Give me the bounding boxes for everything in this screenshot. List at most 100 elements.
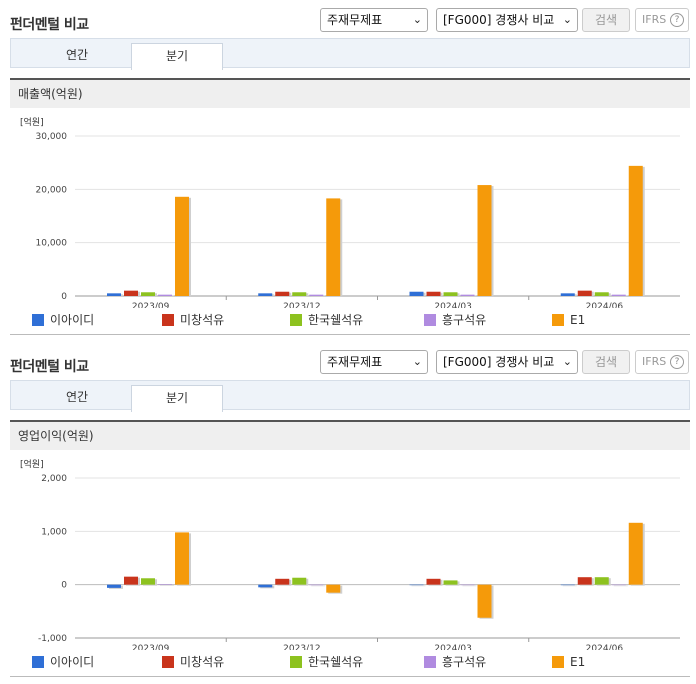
legend-item[interactable]: 미창석유 bbox=[162, 312, 224, 328]
legend-label: 이아이디 bbox=[50, 655, 95, 669]
bar bbox=[426, 291, 441, 296]
search-button[interactable]: 검색 bbox=[582, 350, 630, 374]
peer-group-select[interactable]: [FG000] 경쟁사 비교 ⌄ bbox=[436, 350, 578, 374]
legend-swatch bbox=[290, 656, 302, 668]
section-label: 영업이익(억원) bbox=[10, 420, 690, 450]
peer-group-value: [FG000] 경쟁사 비교 bbox=[443, 13, 555, 27]
legend-item[interactable]: 흥구석유 bbox=[424, 312, 486, 328]
legend-label: 한국쉘석유 bbox=[308, 655, 364, 669]
bar bbox=[141, 578, 155, 585]
x-tick-label: 2024/03 bbox=[434, 302, 471, 308]
peer-group-select[interactable]: [FG000] 경쟁사 비교 ⌄ bbox=[436, 8, 578, 32]
y-unit-label: [억원] bbox=[20, 458, 44, 470]
tab-quarterly[interactable]: 분기 bbox=[131, 385, 223, 412]
legend-swatch bbox=[552, 314, 564, 326]
bar-shadow bbox=[311, 295, 326, 297]
panel-title: 펀더멘털 비교 bbox=[10, 359, 89, 375]
bar bbox=[477, 584, 492, 618]
statement-type-value: 주재무제표 bbox=[327, 13, 383, 27]
tab-quarterly[interactable]: 분기 bbox=[131, 43, 223, 70]
legend-label: E1 bbox=[570, 313, 586, 327]
bar bbox=[460, 584, 475, 586]
bar bbox=[409, 291, 424, 296]
bar-shadow bbox=[613, 295, 628, 297]
bar bbox=[158, 584, 172, 585]
bar bbox=[158, 294, 172, 296]
x-tick-label: 2023/12 bbox=[283, 302, 320, 308]
legend-swatch bbox=[424, 314, 436, 326]
bar bbox=[477, 185, 492, 296]
bar bbox=[443, 292, 458, 296]
search-button[interactable]: 검색 bbox=[582, 8, 630, 32]
legend-label: 이아이디 bbox=[50, 313, 95, 327]
bar bbox=[258, 293, 273, 296]
bar-shadow bbox=[311, 585, 326, 587]
tab-annual[interactable]: 연간 bbox=[65, 48, 89, 62]
bar bbox=[309, 584, 324, 586]
bar bbox=[560, 293, 575, 296]
bar bbox=[577, 577, 592, 585]
legend-swatch bbox=[32, 656, 44, 668]
section-label: 매출액(억원) bbox=[10, 78, 690, 108]
legend-item[interactable]: 한국쉘석유 bbox=[290, 654, 363, 670]
legend-label: 한국쉘석유 bbox=[308, 313, 364, 327]
bar bbox=[594, 292, 609, 296]
bar bbox=[292, 292, 307, 296]
legend-swatch bbox=[552, 656, 564, 668]
bar bbox=[275, 578, 290, 585]
legend-label: 미창석유 bbox=[180, 313, 225, 327]
bar bbox=[124, 290, 138, 296]
bar bbox=[628, 522, 643, 585]
bar bbox=[594, 577, 609, 585]
legend-item[interactable]: 흥구석유 bbox=[424, 654, 486, 670]
statement-type-select[interactable]: 주재무제표 ⌄ bbox=[320, 8, 428, 32]
bar-shadow bbox=[613, 585, 628, 587]
x-tick-label: 2023/12 bbox=[283, 644, 320, 650]
statement-type-value: 주재무제표 bbox=[327, 355, 383, 369]
chevron-down-icon: ⌄ bbox=[562, 13, 572, 26]
bar bbox=[309, 294, 324, 296]
legend-swatch bbox=[290, 314, 302, 326]
y-tick-label: 0 bbox=[61, 292, 67, 302]
bar bbox=[258, 584, 273, 588]
bar bbox=[275, 291, 290, 296]
bar-shadow bbox=[160, 585, 174, 586]
y-tick-label: 10,000 bbox=[36, 239, 68, 249]
y-unit-label: [억원] bbox=[20, 116, 44, 128]
chevron-down-icon: ⌄ bbox=[412, 355, 422, 368]
legend-item[interactable]: 이아이디 bbox=[32, 654, 94, 670]
legend-swatch bbox=[162, 314, 174, 326]
bar bbox=[460, 294, 475, 296]
bar-shadow bbox=[411, 585, 426, 587]
tab-annual[interactable]: 연간 bbox=[65, 390, 89, 404]
legend-item[interactable]: 이아이디 bbox=[32, 312, 94, 328]
x-tick-label: 2024/06 bbox=[586, 302, 624, 308]
x-tick-label: 2024/06 bbox=[586, 644, 624, 650]
bar-shadow bbox=[562, 585, 577, 587]
operating-profit-bar-chart: [억원] -1,000 0 1,000 2,000 2023/09 2023/12 2024… bbox=[20, 458, 680, 650]
panel-title: 펀더멘털 비교 bbox=[10, 17, 89, 33]
legend-item[interactable]: 한국쉘석유 bbox=[290, 312, 363, 328]
legend-item[interactable]: E1 bbox=[552, 654, 585, 670]
legend-item[interactable]: E1 bbox=[552, 312, 585, 328]
ifrs-label: IFRS bbox=[642, 355, 667, 368]
panel-header: 펀더멘털 비교 주재무제표 ⌄ [FG000] 경쟁사 비교 ⌄ 검색 IFRS… bbox=[0, 0, 696, 38]
fundamental-panel-2: 펀더멘털 비교 주재무제표 ⌄ [FG000] 경쟁사 비교 ⌄ 검색 IFRS… bbox=[0, 342, 696, 684]
legend-label: E1 bbox=[570, 655, 586, 669]
legend-item[interactable]: 미창석유 bbox=[162, 654, 224, 670]
bar bbox=[107, 293, 121, 296]
legend-swatch bbox=[162, 656, 174, 668]
chevron-down-icon: ⌄ bbox=[562, 355, 572, 368]
ifrs-help-button[interactable]: IFRS ? bbox=[635, 8, 689, 32]
x-tick-label: 2024/03 bbox=[434, 644, 471, 650]
ifrs-help-button[interactable]: IFRS ? bbox=[635, 350, 689, 374]
help-icon: ? bbox=[670, 355, 684, 369]
revenue-bar-chart: [억원] 0 10,000 20,000 30,000 2023/09 2023/12 20… bbox=[20, 116, 680, 308]
period-tab-bar: 연간 분기 bbox=[10, 380, 690, 412]
panel-header: 펀더멘털 비교 주재무제표 ⌄ [FG000] 경쟁사 비교 ⌄ 검색 IFRS… bbox=[0, 342, 696, 380]
chart-legend: 이아이디 미창석유 한국쉘석유 흥구석유 E1 bbox=[32, 654, 632, 670]
period-tab-bar: 연간 분기 bbox=[10, 38, 690, 70]
statement-type-select[interactable]: 주재무제표 ⌄ bbox=[320, 350, 428, 374]
divider bbox=[10, 676, 690, 677]
bar bbox=[141, 292, 155, 296]
